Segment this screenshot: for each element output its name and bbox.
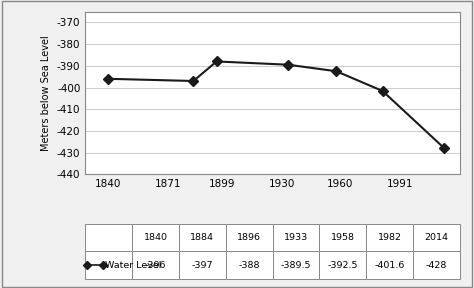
Bar <box>85 223 132 251</box>
Text: 2014: 2014 <box>424 233 448 242</box>
Text: -392.5: -392.5 <box>328 261 358 270</box>
Text: -389.5: -389.5 <box>281 261 311 270</box>
Bar <box>132 251 179 279</box>
Bar <box>179 223 226 251</box>
Bar <box>226 251 273 279</box>
Bar <box>413 223 460 251</box>
Bar <box>85 251 132 279</box>
Text: 1884: 1884 <box>191 233 214 242</box>
Bar <box>366 251 413 279</box>
Bar <box>132 223 179 251</box>
Bar <box>273 251 319 279</box>
Text: -396: -396 <box>145 261 166 270</box>
Text: 1840: 1840 <box>144 233 167 242</box>
Bar <box>319 251 366 279</box>
Text: 1958: 1958 <box>331 233 355 242</box>
Bar <box>273 223 319 251</box>
Text: -401.6: -401.6 <box>374 261 405 270</box>
Text: -428: -428 <box>426 261 447 270</box>
Text: 1933: 1933 <box>284 233 308 242</box>
Bar <box>319 223 366 251</box>
Bar <box>413 251 460 279</box>
Text: -388: -388 <box>238 261 260 270</box>
Text: 1896: 1896 <box>237 233 261 242</box>
Bar <box>226 223 273 251</box>
Bar <box>179 251 226 279</box>
Y-axis label: Meters below Sea Level: Meters below Sea Level <box>41 35 51 151</box>
Text: 1982: 1982 <box>378 233 401 242</box>
Text: Water Level: Water Level <box>105 261 161 270</box>
Bar <box>366 223 413 251</box>
Text: -397: -397 <box>191 261 213 270</box>
